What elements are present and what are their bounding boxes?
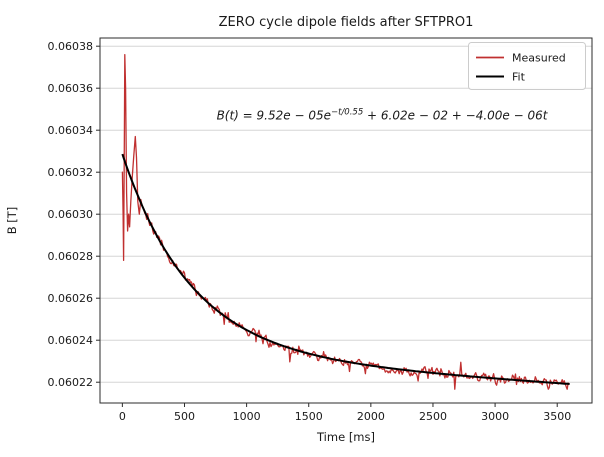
x-tick-label: 2000 (357, 410, 385, 423)
fit-line (121, 153, 570, 385)
equation-suffix: + 6.02e − 02 + −4.00e − 06t (363, 109, 549, 123)
legend: Measured Fit (468, 42, 586, 90)
y-tick-label: 0.06036 (48, 82, 94, 95)
y-tick-label: 0.06038 (48, 40, 94, 53)
legend-measured-label: Measured (512, 52, 566, 65)
x-axis-label: Time [ms] (316, 430, 375, 444)
fit-equation-annotation: B(t) = 9.52e − 05e−t/0.55 + 6.02e − 02 +… (217, 108, 549, 123)
chart-title: ZERO cycle dipole fields after SFTPRO1 (219, 15, 474, 30)
y-tick-label: 0.06032 (48, 166, 94, 179)
equation-prefix: B(t) = 9.52e − 05e (217, 109, 331, 123)
y-axis-label: B [T] (5, 207, 19, 235)
legend-fit-label: Fit (512, 71, 526, 84)
plot-border (99, 37, 593, 404)
gridlines (100, 45, 592, 383)
x-tick-label: 1500 (295, 410, 323, 423)
y-tick-label: 0.06022 (48, 376, 94, 389)
y-tick-label: 0.06030 (48, 208, 94, 221)
x-tick-label: 2500 (419, 410, 447, 423)
y-tick-label: 0.06034 (48, 124, 94, 137)
y-tick-label: 0.06024 (48, 334, 94, 347)
x-tick-label: 0 (119, 410, 126, 423)
axis-ticks: 0 500 1000 1500 2000 2500 3000 3500 0.06022 0.060… (48, 40, 572, 423)
x-tick-label: 3000 (481, 410, 509, 423)
legend-box (468, 42, 586, 90)
y-tick-label: 0.06026 (48, 292, 94, 305)
x-tick-label: 3500 (543, 410, 571, 423)
equation-superscript: −t/0.55 (331, 108, 363, 118)
x-tick-label: 500 (174, 410, 195, 423)
plot-area-data (121, 53, 570, 390)
y-tick-label: 0.06028 (48, 250, 94, 263)
x-tick-label: 1000 (233, 410, 261, 423)
